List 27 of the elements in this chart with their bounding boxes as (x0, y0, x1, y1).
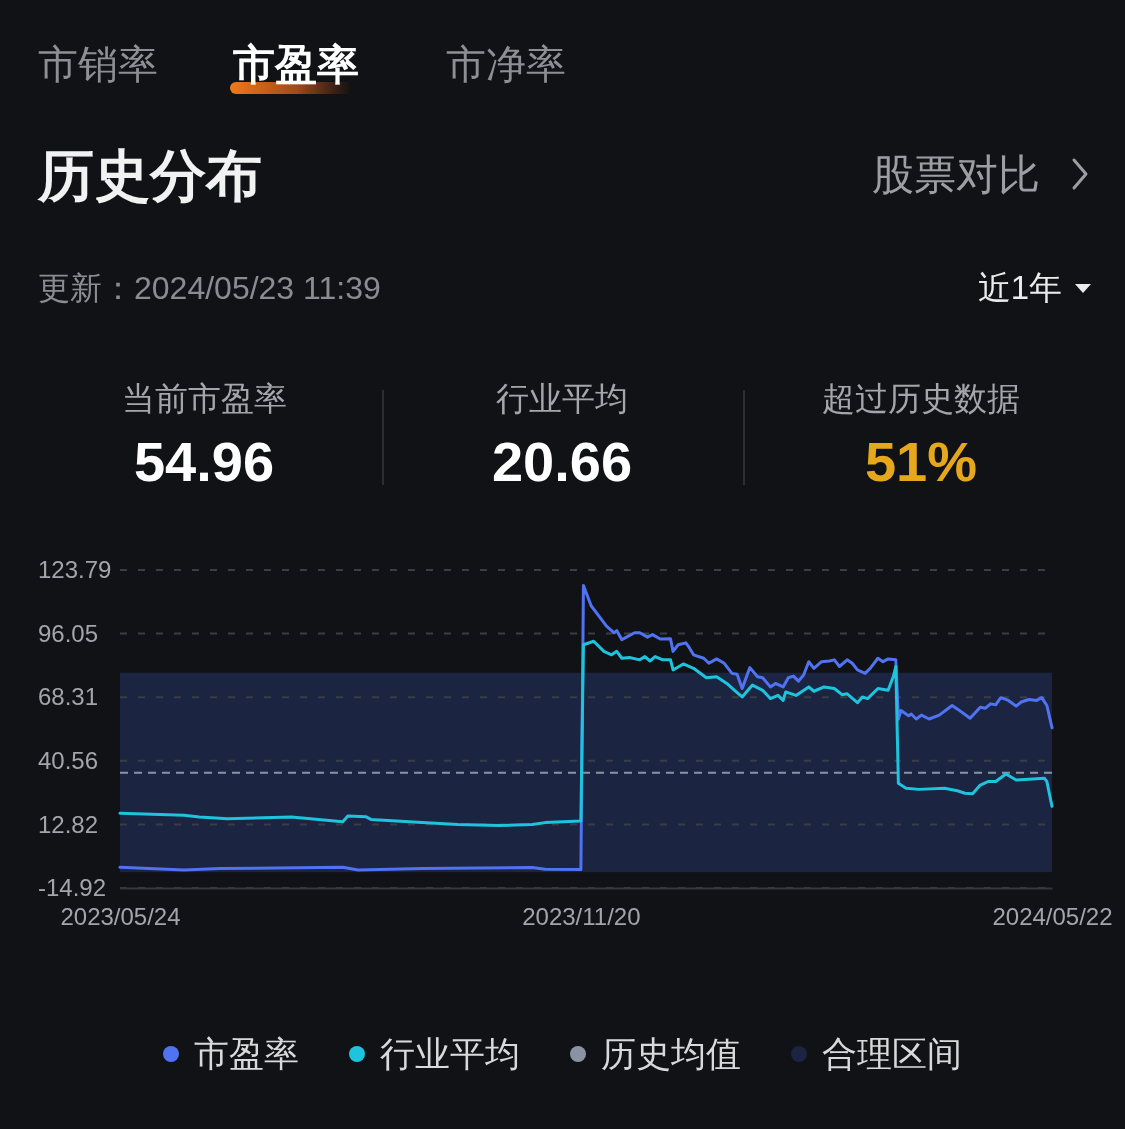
line-series (118, 639, 1054, 828)
y-tick-label: 12.82 (38, 810, 99, 838)
text: 更新：2024/05/23 11:39 (38, 270, 381, 306)
text: 市盈率 (232, 41, 359, 88)
text: 股票对比 (872, 151, 1040, 198)
text: 市净率 (446, 42, 566, 86)
chart-title: 历史分布 (37, 144, 262, 207)
legend-label: 行业平均 (380, 1034, 520, 1073)
y-tick-label: -14.92 (38, 874, 107, 902)
text: 54.96 (133, 430, 275, 493)
y-tick-label: 123.79 (38, 556, 112, 584)
y-tick-label: 96.05 (38, 619, 99, 647)
text: 近1年 (977, 269, 1062, 306)
text: 当前市盈率 (121, 380, 287, 417)
text: 20.66 (491, 430, 633, 493)
x-tick-label: 2023/05/24 (60, 903, 181, 931)
legend-label: 市盈率 (194, 1034, 299, 1073)
y-tick-label: 40.56 (38, 746, 99, 774)
y-tick-label: 68.31 (38, 683, 99, 711)
x-tick-label: 2023/11/20 (522, 903, 641, 931)
x-tick-label: 2024/05/22 (992, 903, 1113, 931)
legend-label: 合理区间 (822, 1034, 962, 1073)
text: 超过历史数据 (822, 380, 1020, 417)
text: 行业平均 (496, 380, 628, 417)
legend-label: 历史均值 (601, 1034, 741, 1073)
text: 51% (864, 430, 978, 493)
text: 市销率 (38, 42, 158, 86)
